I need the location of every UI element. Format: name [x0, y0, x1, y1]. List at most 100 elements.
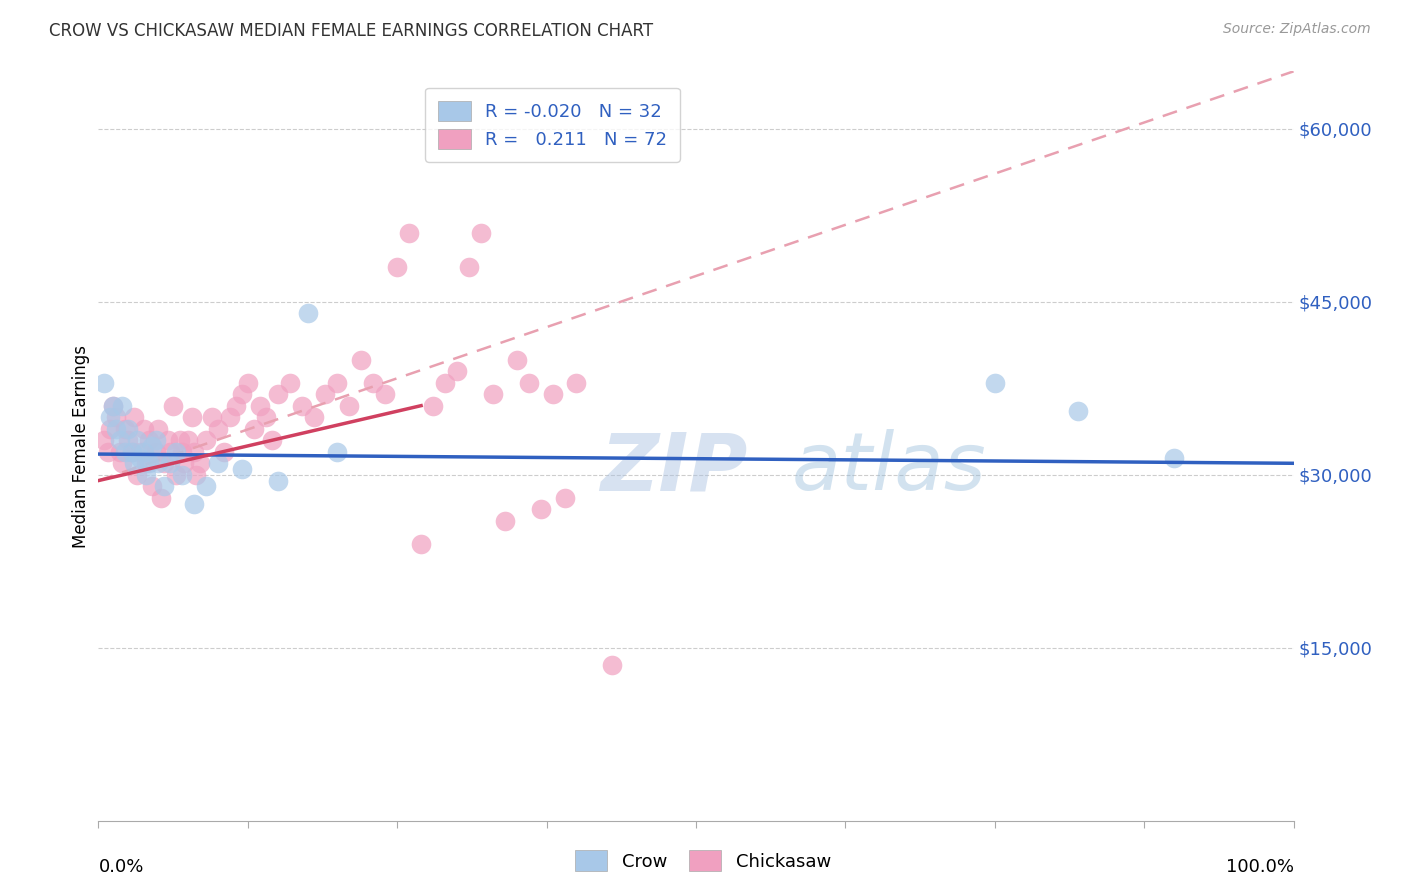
Point	[374, 387, 396, 401]
Point	[149, 491, 172, 505]
Point	[121, 444, 143, 458]
Point	[125, 467, 148, 482]
Point	[159, 444, 181, 458]
Point	[132, 444, 155, 458]
Point	[554, 491, 576, 505]
Point	[145, 434, 167, 448]
Point	[267, 387, 290, 401]
Point	[153, 479, 176, 493]
Point	[267, 474, 290, 488]
Text: Source: ZipAtlas.com: Source: ZipAtlas.com	[1223, 22, 1371, 37]
Point	[207, 422, 229, 436]
Point	[165, 467, 187, 482]
Point	[124, 410, 146, 425]
Point	[291, 399, 314, 413]
Point	[165, 444, 187, 458]
Point	[186, 467, 208, 482]
Point	[148, 422, 170, 436]
Point	[111, 456, 134, 470]
Point	[101, 399, 124, 413]
Point	[398, 226, 420, 240]
Point	[98, 410, 122, 425]
Point	[114, 444, 136, 458]
Point	[183, 444, 205, 458]
Point	[138, 434, 160, 448]
Y-axis label: Median Female Earnings: Median Female Earnings	[72, 344, 90, 548]
Point	[1163, 450, 1185, 465]
Point	[458, 260, 481, 275]
Point	[201, 410, 224, 425]
Point	[141, 479, 163, 493]
Point	[297, 306, 319, 320]
Point	[422, 399, 444, 413]
Point	[339, 399, 361, 413]
Point	[602, 658, 624, 673]
Point	[565, 376, 588, 390]
Text: 0.0%: 0.0%	[98, 858, 143, 876]
Point	[156, 434, 179, 448]
Point	[108, 434, 131, 448]
Point	[180, 410, 202, 425]
Point	[177, 434, 200, 448]
Point	[101, 399, 124, 413]
Point	[212, 444, 235, 458]
Point	[385, 260, 409, 275]
Point	[135, 456, 157, 470]
Point	[446, 364, 468, 378]
Point	[225, 399, 247, 413]
Point	[124, 456, 146, 470]
Point	[162, 399, 184, 413]
Point	[470, 226, 492, 240]
Text: atlas: atlas	[792, 429, 987, 508]
Point	[138, 456, 160, 470]
Point	[125, 434, 148, 448]
Point	[195, 434, 218, 448]
Point	[148, 456, 170, 470]
Point	[183, 497, 205, 511]
Point	[145, 444, 167, 458]
Point	[117, 434, 139, 448]
Point	[105, 410, 128, 425]
Point	[159, 456, 181, 470]
Point	[169, 434, 191, 448]
Point	[350, 352, 373, 367]
Point	[517, 376, 540, 390]
Point	[98, 422, 122, 436]
Point	[481, 387, 505, 401]
Point	[411, 537, 433, 551]
Point	[302, 410, 325, 425]
Point	[93, 376, 115, 390]
Point	[153, 456, 176, 470]
Point	[249, 399, 271, 413]
Point	[260, 434, 283, 448]
Point	[243, 422, 266, 436]
Point	[129, 450, 152, 465]
Point	[494, 514, 516, 528]
Point	[121, 444, 143, 458]
Legend: Crow, Chickasaw: Crow, Chickasaw	[568, 843, 838, 879]
Point	[172, 467, 194, 482]
Point	[132, 422, 155, 436]
Text: ZIP: ZIP	[600, 429, 748, 508]
Legend: R = -0.020   N = 32, R =   0.211   N = 72: R = -0.020 N = 32, R = 0.211 N = 72	[426, 88, 679, 162]
Point	[188, 456, 211, 470]
Point	[231, 462, 253, 476]
Point	[541, 387, 564, 401]
Text: 100.0%: 100.0%	[1226, 858, 1294, 876]
Point	[363, 376, 385, 390]
Point	[219, 410, 242, 425]
Point	[1067, 404, 1090, 418]
Point	[97, 444, 120, 458]
Point	[172, 444, 194, 458]
Point	[530, 502, 553, 516]
Point	[278, 376, 301, 390]
Point	[173, 456, 195, 470]
Point	[326, 376, 349, 390]
Point	[207, 456, 229, 470]
Point	[108, 444, 131, 458]
Point	[117, 422, 139, 436]
Point	[231, 387, 253, 401]
Point	[254, 410, 277, 425]
Point	[236, 376, 259, 390]
Text: CROW VS CHICKASAW MEDIAN FEMALE EARNINGS CORRELATION CHART: CROW VS CHICKASAW MEDIAN FEMALE EARNINGS…	[49, 22, 654, 40]
